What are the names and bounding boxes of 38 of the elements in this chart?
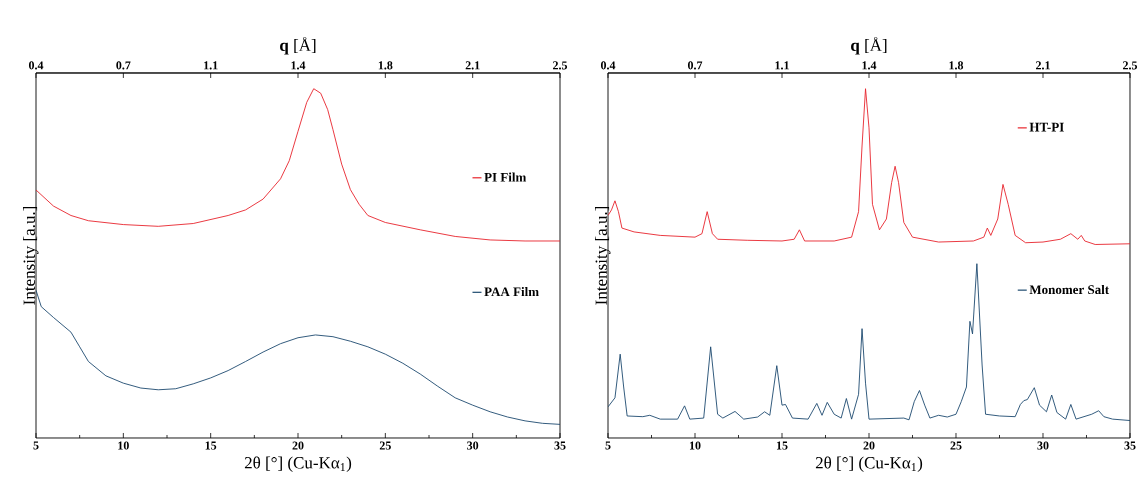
x-tick-label: 20: [863, 441, 875, 450]
legend-label: HT-PI: [1029, 122, 1064, 132]
x-axis-title: 2θ [°] (Cu-Kα$_{1}$): [815, 456, 923, 472]
x-tick-label: 25: [950, 441, 962, 450]
x2-axis-title: q [Å]: [280, 36, 316, 55]
legend-label: PAA Film: [484, 287, 539, 297]
x2-tick-label: 0.4: [28, 61, 44, 70]
x-tick-label: 25: [379, 441, 391, 450]
x-tick-label: 5: [33, 441, 39, 450]
x-tick-label: 10: [689, 441, 701, 450]
x2-tick-label: 0.7: [116, 61, 131, 70]
x2-tick-label: 2.5: [1123, 61, 1138, 70]
x-tick-label: 5: [605, 441, 611, 450]
x2-tick-label: 2.1: [1036, 61, 1050, 70]
x2-tick-label: 1.8: [949, 61, 964, 70]
x2-tick-label: 1.1: [775, 61, 789, 70]
x-tick-label: 20: [292, 441, 304, 450]
x-tick-label: 15: [776, 441, 788, 450]
x-tick-label: 10: [118, 441, 129, 450]
x2-tick-label: 1.4: [862, 61, 877, 70]
x2-tick-label: 1.1: [204, 61, 218, 70]
x2-axis-title: q [Å]: [851, 36, 887, 55]
legend-label: Monomer Salt: [1029, 284, 1110, 295]
x2-tick-label: 1.4: [291, 61, 306, 70]
x2-tick-label: 2.1: [465, 61, 480, 70]
legend-label: PI Film: [484, 172, 527, 182]
x-tick-label: 35: [1124, 441, 1136, 450]
x-tick-label: 35: [554, 441, 566, 450]
x2-tick-label: 0.7: [687, 61, 703, 70]
x2-tick-label: 2.5: [553, 61, 568, 70]
x2-tick-label: 1.8: [378, 61, 393, 70]
x-axis-title: 2θ [°] (Cu-Kα$_{1}$): [244, 456, 352, 472]
x-tick-label: 30: [467, 441, 479, 450]
x-tick-label: 15: [205, 441, 217, 450]
x2-tick-label: 0.4: [600, 61, 616, 70]
y-axis-title: Intensity [a.u.]: [595, 206, 611, 305]
y-axis-title: Intensity [a.u.]: [23, 206, 39, 305]
x-tick-label: 30: [1037, 441, 1049, 450]
